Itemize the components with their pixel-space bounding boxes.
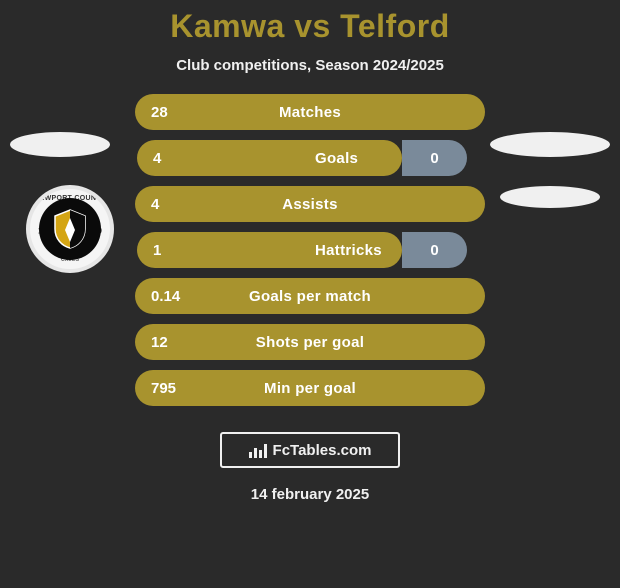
stat-row: 0.14 Goals per match xyxy=(0,278,620,324)
comparison-title: Kamwa vs Telford xyxy=(0,8,620,45)
stat-row: 12 Shots per goal xyxy=(0,324,620,370)
stat-label: Goals per match xyxy=(249,288,371,305)
stat-bar-spg: 12 Shots per goal xyxy=(135,324,485,360)
stat-value-right: 0 xyxy=(430,242,438,259)
stat-row: 795 Min per goal xyxy=(0,370,620,416)
stat-bar-goals: 4 Goals xyxy=(137,140,402,176)
stat-label: Min per goal xyxy=(264,380,356,397)
stat-bar-ext: 0 xyxy=(402,232,467,268)
stat-bar-hattricks: 1 Hattricks xyxy=(137,232,402,268)
stat-row: 1 Hattricks 0 xyxy=(0,232,620,278)
stats-block: 28 Matches 4 Goals 0 4 Assists 1 Hattric… xyxy=(0,94,620,416)
stat-bar-matches: 28 Matches xyxy=(135,94,485,130)
stat-row: 4 Goals 0 xyxy=(0,140,620,186)
stat-value-left: 28 xyxy=(151,104,168,121)
stat-value-left: 1 xyxy=(153,242,161,259)
stat-value-right: 0 xyxy=(430,150,438,167)
stat-row: 28 Matches xyxy=(0,94,620,140)
stat-value-left: 4 xyxy=(153,150,161,167)
stat-row: 4 Assists xyxy=(0,186,620,232)
stat-label: Hattricks xyxy=(315,242,382,259)
comparison-subtitle: Club competitions, Season 2024/2025 xyxy=(0,57,620,74)
stat-label: Assists xyxy=(282,196,337,213)
stat-bar-gpm: 0.14 Goals per match xyxy=(135,278,485,314)
stat-bar-mpg: 795 Min per goal xyxy=(135,370,485,406)
stat-value-left: 4 xyxy=(151,196,159,213)
stat-value-left: 795 xyxy=(151,380,176,397)
date-text: 14 february 2025 xyxy=(0,486,620,503)
stat-value-left: 12 xyxy=(151,334,168,351)
stat-label: Goals xyxy=(315,150,358,167)
stat-bar-ext: 0 xyxy=(402,140,467,176)
stat-bar-assists: 4 Assists xyxy=(135,186,485,222)
brand-box[interactable]: FcTables.com xyxy=(220,432,400,468)
bars-icon xyxy=(249,442,267,458)
brand-text: FcTables.com xyxy=(273,442,372,459)
stat-label: Matches xyxy=(279,104,341,121)
stat-value-left: 0.14 xyxy=(151,288,180,305)
stat-label: Shots per goal xyxy=(256,334,364,351)
